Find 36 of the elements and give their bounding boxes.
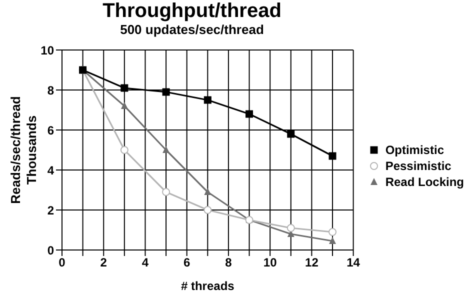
x-tick-label: 6 <box>184 256 191 270</box>
y-tick-label: 10 <box>40 43 54 58</box>
legend-label: Read Locking <box>385 175 464 189</box>
y-tick-label: 0 <box>47 243 54 258</box>
point <box>162 188 170 196</box>
y-tick-label: 8 <box>47 83 54 98</box>
point <box>329 237 336 244</box>
point <box>120 84 128 92</box>
y-tick-label: 4 <box>47 163 54 178</box>
y-tick-label: 2 <box>47 203 54 218</box>
y-axis-title: Reads/sec/thread Thousands <box>8 96 39 204</box>
point <box>162 146 170 153</box>
point <box>286 224 295 232</box>
x-tick-label: 2 <box>100 256 108 270</box>
point <box>204 188 212 195</box>
point <box>120 146 128 154</box>
y-tick-label: 6 <box>47 123 54 138</box>
point <box>162 88 170 96</box>
x-tick-label: 14 <box>346 256 360 270</box>
legend-label: Pessimistic <box>385 159 452 173</box>
x-axis-title: # threads <box>180 279 235 292</box>
point <box>120 102 128 109</box>
chart-subtitle: 500 updates/sec/thread <box>119 22 265 37</box>
x-tick-label: 0 <box>58 256 66 270</box>
point <box>287 130 295 138</box>
legend-label: Optimistic <box>385 143 444 157</box>
x-tick-label: 8 <box>225 256 232 270</box>
point <box>204 96 212 104</box>
point <box>328 152 336 160</box>
point <box>246 110 254 118</box>
chart-title: Throughput/thread <box>102 0 282 22</box>
point <box>204 206 212 214</box>
x-tick-label: 4 <box>142 256 149 270</box>
x-tick-label: 12 <box>305 256 319 270</box>
x-tick-label: 10 <box>263 256 278 270</box>
point <box>328 228 337 236</box>
